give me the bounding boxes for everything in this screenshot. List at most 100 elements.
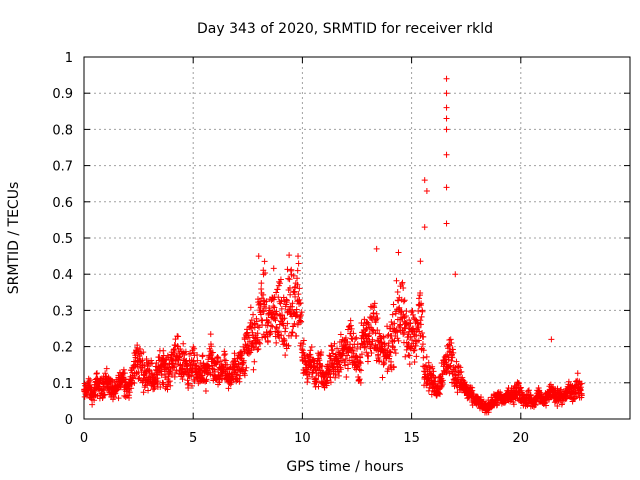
data-point [295,291,302,298]
data-point [365,353,372,360]
data-point [260,297,267,304]
data-point [354,345,361,352]
data-point [297,312,304,319]
data-point [300,337,307,344]
data-point [346,357,353,364]
data-point [411,347,418,354]
data-point [334,345,341,352]
data-point [417,321,424,328]
data-point [423,353,430,360]
data-point [365,333,372,340]
data-point [394,329,401,336]
data-point [364,358,371,365]
data-point [214,353,221,360]
data-point [268,322,275,329]
data-point [411,359,418,366]
data-point [286,252,293,259]
data-point [332,371,339,378]
data-point [135,375,142,382]
data-point [390,301,397,308]
data-point [342,362,349,369]
data-point [236,378,243,385]
data-point [343,374,350,380]
data-point [548,336,555,343]
data-point [139,362,146,369]
data-point [341,359,348,366]
data-point [361,316,368,323]
data-point [285,342,292,349]
data-point [318,349,325,356]
data-point [376,357,383,364]
data-point [347,317,354,324]
data-point [337,331,344,338]
data-point [455,363,462,370]
data-point [415,308,422,315]
data-point [164,386,171,393]
data-point [422,362,429,369]
data-point [93,375,100,382]
data-point [295,253,302,260]
data-point [187,350,194,357]
data-point [449,354,456,361]
data-point [357,360,364,367]
data-point [296,296,303,303]
data-point [221,348,228,355]
data-point [357,379,364,386]
data-point [167,382,174,389]
data-point [202,387,209,394]
y-tick-label: 0.4 [52,268,73,283]
data-point [154,375,161,382]
data-point [271,304,278,311]
data-point [246,332,253,339]
data-point [234,371,241,378]
data-point [126,394,133,401]
data-point [381,360,388,367]
data-point [134,344,141,351]
data-point [450,349,457,356]
data-point [270,265,277,272]
y-tick-label: 0.9 [52,87,73,102]
data-point [154,378,161,385]
data-point [451,368,458,375]
data-point [469,384,476,391]
data-point [289,300,296,307]
data-point [291,289,298,296]
data-point [293,306,300,313]
data-point [348,347,355,354]
data-point [287,291,294,298]
data-point [399,279,406,286]
data-point [386,348,393,355]
data-point [145,366,152,373]
data-point [254,330,261,337]
data-point [232,371,239,378]
data-point [148,357,155,364]
data-point [258,317,265,324]
data-point [324,377,331,384]
x-tick-label: 10 [294,431,311,446]
data-point [361,331,368,338]
y-tick-label: 0.8 [52,123,73,138]
data-point [525,387,532,394]
data-point [207,331,214,338]
data-point [140,349,147,356]
data-point [158,372,165,379]
data-point [276,321,283,328]
data-point [282,352,289,359]
data-point [253,318,260,325]
data-point [255,253,262,260]
data-point [356,366,363,373]
data-point [199,352,206,359]
data-point [398,281,405,288]
data-point [425,359,432,366]
data-point [558,386,565,393]
data-point [380,333,387,340]
data-point [244,329,251,336]
data-point [289,329,296,336]
data-point [389,311,396,318]
data-point [188,382,195,389]
data-point [397,321,404,328]
data-point [310,357,317,364]
data-point [436,391,443,398]
data-point [401,314,408,321]
data-point [447,362,454,369]
